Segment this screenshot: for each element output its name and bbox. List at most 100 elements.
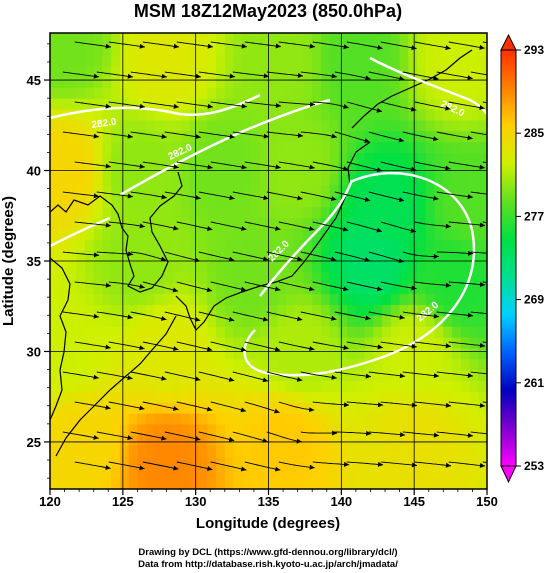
field-cell	[478, 369, 487, 382]
field-cell	[487, 185, 496, 196]
field-cell	[67, 478, 77, 489]
field-cell	[207, 217, 217, 230]
field-cell	[84, 315, 95, 327]
streamline-arrow	[105, 222, 112, 228]
field-cell	[434, 456, 444, 468]
field-cell	[102, 206, 112, 219]
field-cell	[338, 271, 348, 284]
field-cell	[251, 434, 261, 447]
field-cell	[111, 282, 121, 295]
field-cell	[76, 163, 86, 175]
field-cell	[408, 380, 418, 392]
field-cell	[119, 261, 130, 273]
streamline	[164, 311, 201, 321]
field-cell	[373, 206, 383, 219]
streamline-arrow	[173, 43, 179, 49]
field-cell	[137, 33, 147, 45]
streamline-arrow	[173, 164, 179, 170]
field-cell	[338, 33, 348, 45]
field-cell	[268, 43, 278, 56]
field-cell	[242, 174, 252, 186]
streamline	[232, 311, 269, 321]
field-cell	[50, 271, 60, 284]
field-cell	[355, 163, 366, 175]
streamline	[380, 461, 418, 466]
streamline-arrow	[139, 465, 145, 471]
field-cell	[277, 195, 287, 208]
field-cell	[163, 326, 173, 338]
field-cell	[364, 98, 374, 110]
field-cell	[294, 54, 305, 67]
field-cell	[251, 402, 261, 414]
field-cell	[259, 206, 270, 219]
field-cell	[452, 413, 462, 425]
field-cell	[285, 380, 296, 392]
field-cell	[469, 423, 479, 436]
streamline	[142, 401, 179, 410]
field-cell	[93, 293, 104, 306]
streamline	[176, 401, 213, 411]
field-cell	[163, 141, 173, 154]
field-cell	[119, 413, 130, 425]
field-cell	[452, 130, 462, 143]
field-cell	[425, 315, 436, 327]
field-cell	[277, 206, 287, 219]
field-cell	[119, 76, 130, 88]
field-cell	[312, 315, 322, 327]
field-cell	[137, 271, 147, 284]
field-cell	[425, 478, 436, 489]
field-cell	[338, 119, 348, 132]
field-cell	[320, 76, 331, 88]
field-cell	[329, 152, 340, 164]
field-cell	[198, 391, 208, 403]
field-cell	[84, 304, 95, 316]
field-cell	[390, 271, 401, 284]
field-cell	[285, 402, 296, 414]
streamline	[210, 281, 247, 291]
field-cell	[93, 304, 104, 316]
field-cell	[67, 347, 77, 360]
streamline-arrow	[376, 167, 383, 173]
field-cell	[207, 43, 217, 56]
field-cell	[233, 163, 243, 175]
field-cell	[469, 87, 479, 99]
field-cell	[207, 326, 217, 338]
field-cell	[84, 293, 95, 306]
field-cell	[93, 98, 104, 110]
field-cell	[347, 87, 357, 99]
field-cell	[312, 467, 322, 479]
field-cell	[207, 65, 217, 78]
streamline	[164, 71, 201, 78]
field-cell	[233, 141, 243, 154]
streamline-arrow	[433, 432, 440, 438]
field-cell	[198, 326, 208, 338]
field-cell	[189, 228, 200, 240]
field-cell	[434, 217, 444, 230]
field-cell	[242, 282, 252, 295]
field-cell	[224, 141, 235, 154]
field-cell	[329, 271, 340, 284]
streamline	[198, 191, 235, 200]
field-cell	[128, 43, 138, 56]
field-cell	[84, 271, 95, 284]
field-cell	[312, 185, 322, 197]
field-cell	[154, 347, 165, 360]
field-cell	[242, 467, 252, 479]
field-cell	[58, 337, 69, 349]
field-cell	[469, 315, 479, 327]
field-cell	[285, 315, 296, 327]
field-cell	[320, 391, 331, 403]
field-cell	[216, 358, 226, 371]
field-cell	[434, 228, 444, 240]
field-cell	[460, 445, 471, 458]
field-cell	[128, 423, 138, 436]
field-cell	[285, 282, 296, 295]
streamline-arrow	[228, 436, 235, 442]
streamline-arrow	[206, 226, 213, 232]
field-cell	[434, 87, 444, 99]
field-cell	[478, 347, 487, 360]
field-cell	[189, 434, 200, 447]
field-cell	[390, 98, 401, 110]
field-cell	[84, 391, 95, 403]
field-cell	[347, 163, 357, 175]
